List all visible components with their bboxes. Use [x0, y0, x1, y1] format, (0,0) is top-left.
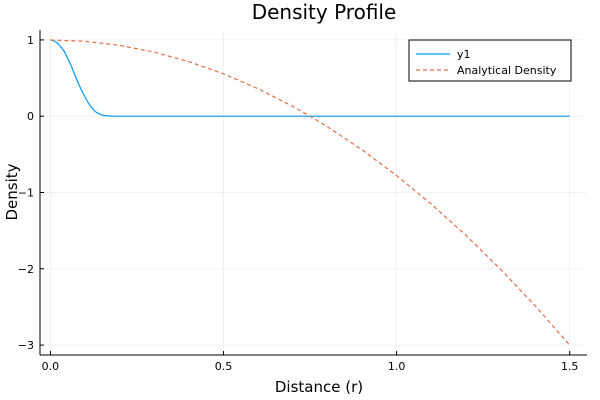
x-axis-label: Distance (r) [275, 378, 363, 396]
chart-title: Density Profile [252, 0, 397, 24]
y-tick-label: 1 [27, 34, 34, 47]
y-axis-label: Density [3, 163, 21, 220]
x-tick-label: 1.5 [561, 360, 579, 373]
legend-label-analytical-density: Analytical Density [457, 64, 557, 77]
tick-marks: 0.0 0.5 1.0 1.5 1 0 −1 −2 −3 [18, 34, 579, 373]
x-tick-label: 1.0 [388, 360, 406, 373]
legend-label-y1: y1 [457, 48, 471, 61]
series-line-analytical-density [50, 39, 571, 346]
y-tick-label: −3 [18, 339, 34, 352]
y-tick-label: −2 [18, 263, 34, 276]
x-tick-label: 0.0 [42, 360, 60, 373]
y-tick-label: 0 [27, 110, 34, 123]
x-tick-label: 0.5 [215, 360, 233, 373]
y-tick-label: −1 [18, 187, 34, 200]
legend: y1 Analytical Density [408, 39, 572, 82]
series-line-y1 [50, 39, 570, 117]
legend-box [408, 39, 572, 82]
series-lines [50, 39, 571, 346]
